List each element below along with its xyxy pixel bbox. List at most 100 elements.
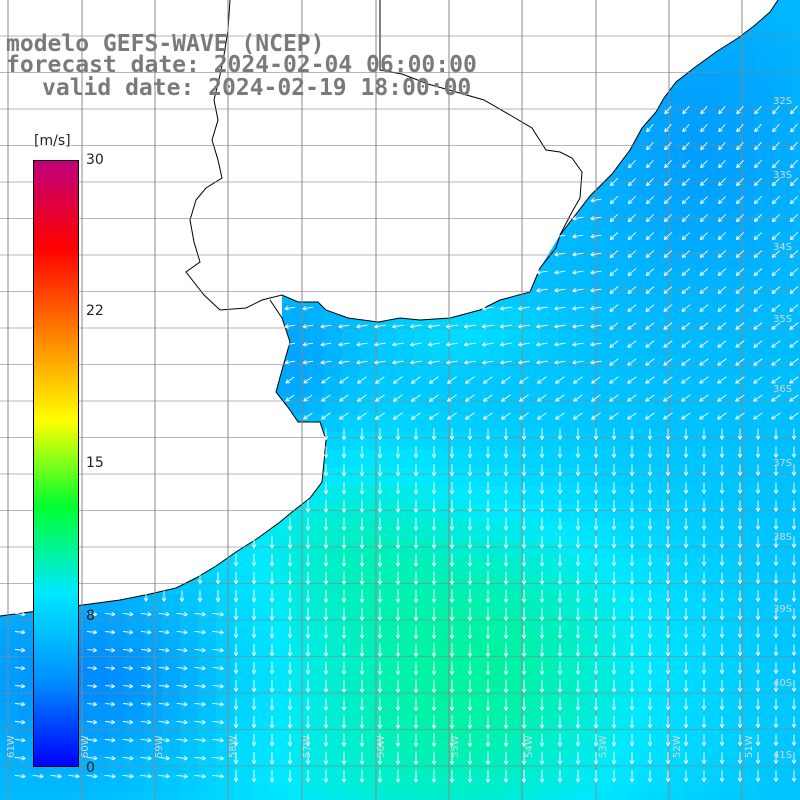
- wind-arrow: [755, 572, 761, 584]
- wind-arrow: [305, 643, 311, 657]
- wind-arrow: [321, 412, 331, 420]
- wind-arrow: [627, 376, 637, 384]
- wind-arrow: [590, 288, 602, 293]
- wind-arrow: [575, 751, 581, 765]
- wind-arrow: [269, 625, 275, 639]
- wind-arrow: [485, 679, 491, 693]
- lat-label: 33S: [773, 170, 792, 181]
- wind-arrow: [413, 769, 419, 783]
- wind-arrow: [393, 376, 403, 384]
- wind-arrow: [609, 286, 619, 294]
- wind-arrow: [665, 770, 671, 783]
- wind-arrow: [341, 517, 347, 531]
- wind-arrow: [572, 288, 584, 293]
- wind-arrow: [521, 589, 527, 603]
- wind-arrow: [627, 268, 637, 276]
- lon-label: 60W: [80, 735, 91, 758]
- wind-arrow: [536, 412, 547, 420]
- wind-arrow: [467, 499, 473, 513]
- wind-arrow: [251, 662, 257, 675]
- wind-arrow: [341, 607, 347, 621]
- wind-arrow: [485, 643, 491, 657]
- wind-arrow: [539, 661, 545, 675]
- wind-arrow: [647, 607, 653, 621]
- wind-arrow: [413, 679, 419, 693]
- wind-arrow: [557, 464, 563, 476]
- wind-arrow: [681, 304, 691, 312]
- wind-arrow: [284, 359, 296, 365]
- wind-arrow: [341, 446, 347, 459]
- wind-arrow: [773, 482, 779, 494]
- wind-arrow: [445, 342, 458, 347]
- wind-arrow: [557, 769, 563, 783]
- wind-arrow: [503, 517, 509, 531]
- wind-arrow: [646, 123, 654, 133]
- wind-arrow: [557, 679, 563, 693]
- wind-arrow: [645, 196, 654, 205]
- wind-arrow: [753, 304, 763, 312]
- wind-arrow: [572, 324, 584, 329]
- wind-arrow: [431, 517, 437, 531]
- wind-arrow: [483, 376, 493, 384]
- wind-arrow: [609, 322, 619, 330]
- wind-arrow: [575, 553, 581, 567]
- wind-arrow: [251, 770, 257, 783]
- wind-arrow: [575, 679, 581, 693]
- wind-arrow: [338, 324, 350, 329]
- wind-arrow: [467, 643, 473, 657]
- wind-arrow: [663, 340, 673, 348]
- wind-arrow: [395, 607, 401, 621]
- wind-arrow: [645, 340, 655, 348]
- wind-arrow: [753, 394, 763, 402]
- wind-arrow: [536, 306, 548, 311]
- wind-arrow: [790, 105, 798, 115]
- wind-arrow: [467, 679, 473, 693]
- wind-arrow: [449, 607, 455, 621]
- wind-arrow: [392, 324, 404, 329]
- wind-arrow: [647, 715, 653, 729]
- wind-arrow: [701, 554, 707, 566]
- wind-arrow: [719, 518, 725, 530]
- wind-arrow: [719, 644, 725, 656]
- wind-arrow: [755, 590, 761, 602]
- wind-arrow: [627, 214, 637, 223]
- wind-arrow: [735, 322, 745, 330]
- wind-arrow: [233, 680, 239, 692]
- wind-arrow: [717, 412, 727, 420]
- wind-arrow: [755, 554, 761, 566]
- wind-arrow: [755, 446, 761, 458]
- valid-date: valid date: 2024-02-19 18:00:00: [42, 75, 472, 101]
- wind-arrow: [503, 607, 509, 621]
- wind-arrow: [772, 141, 780, 151]
- wind-arrow: [104, 611, 116, 617]
- wind-arrow: [467, 571, 473, 585]
- wind-arrow: [481, 324, 494, 329]
- wind-arrow: [700, 178, 708, 187]
- wind-arrow: [737, 698, 743, 710]
- wind-arrow: [611, 464, 617, 476]
- wind-arrow: [251, 590, 257, 603]
- wind-arrow: [737, 626, 743, 638]
- wind-arrow: [140, 611, 152, 617]
- wind-arrow: [593, 482, 599, 494]
- wind-arrow: [323, 697, 329, 711]
- wind-arrow: [537, 394, 547, 402]
- wind-arrow: [629, 679, 635, 693]
- wind-arrow: [791, 518, 797, 530]
- wind-arrow: [233, 608, 239, 621]
- wind-arrow: [629, 554, 635, 567]
- wind-arrow: [771, 214, 781, 223]
- wind-arrow: [737, 716, 743, 728]
- wind-arrow: [609, 412, 619, 420]
- wind-arrow: [789, 376, 799, 384]
- wind-arrow: [717, 358, 727, 366]
- wind-arrow: [646, 159, 654, 169]
- wind-arrow: [395, 517, 401, 531]
- wind-arrow: [395, 589, 401, 603]
- wind-arrow: [467, 661, 473, 675]
- wind-arrow: [753, 322, 763, 330]
- wind-arrow: [50, 773, 62, 779]
- wind-arrow: [374, 324, 386, 329]
- wind-arrow: [521, 679, 527, 693]
- wind-arrow: [287, 715, 293, 729]
